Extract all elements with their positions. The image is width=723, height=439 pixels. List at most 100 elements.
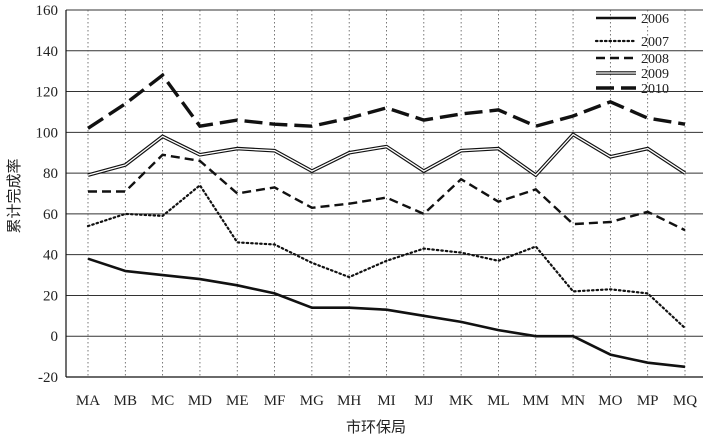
- data-point-2010-MF: [273, 123, 276, 126]
- data-point-2007-MF: [273, 243, 276, 246]
- data-point-2007-MP: [646, 292, 649, 295]
- data-point-2006-ME: [236, 284, 239, 287]
- data-point-2010-MJ: [422, 119, 425, 122]
- data-point-2009-MP: [646, 147, 649, 150]
- data-point-2008-MQ: [683, 229, 686, 232]
- data-point-2009-ME: [236, 147, 239, 150]
- series-line-2006: [87, 257, 686, 369]
- data-point-2010-MH: [348, 116, 351, 119]
- data-point-2006-MB: [124, 269, 127, 272]
- data-point-2008-MA: [86, 190, 89, 193]
- x-tick-label: MH: [337, 393, 361, 409]
- data-point-2007-MQ: [683, 326, 686, 329]
- data-point-2008-MM: [534, 188, 537, 191]
- data-point-2007-MA: [86, 225, 89, 228]
- data-point-2010-MK: [460, 112, 463, 115]
- data-point-2006-MN: [571, 335, 574, 338]
- data-point-2006-ML: [497, 329, 500, 332]
- y-tick-label: 80: [43, 166, 58, 182]
- data-point-2009-MH: [348, 151, 351, 154]
- data-point-2006-MQ: [683, 365, 686, 368]
- data-point-2009-MA: [86, 174, 89, 177]
- y-tick-label: 100: [36, 125, 59, 141]
- data-point-2007-ME: [236, 241, 239, 244]
- data-point-2009-MG: [310, 169, 313, 172]
- x-tick-label: MQ: [673, 393, 697, 409]
- data-point-2006-MI: [385, 308, 388, 311]
- x-tick-label: MM: [522, 393, 549, 409]
- data-point-2010-ME: [236, 119, 239, 122]
- x-tick-label: MJ: [414, 393, 433, 409]
- data-point-2010-ML: [497, 108, 500, 111]
- data-point-2009-MC: [161, 135, 164, 138]
- data-point-2006-MC: [161, 273, 164, 276]
- data-point-2008-MF: [273, 186, 276, 189]
- x-tick-label: ML: [487, 393, 510, 409]
- data-point-2008-MH: [348, 202, 351, 205]
- x-tick-label: ME: [226, 393, 249, 409]
- data-point-2010-MI: [385, 106, 388, 109]
- data-point-2009-MO: [609, 155, 612, 158]
- data-point-2007-MI: [385, 259, 388, 262]
- y-tick-label: 140: [36, 44, 59, 60]
- data-point-2006-MH: [348, 306, 351, 309]
- y-tick-label: 20: [43, 288, 58, 304]
- data-point-2008-MN: [571, 222, 574, 225]
- legend-label-2008: 2008: [641, 52, 669, 67]
- data-point-2009-MM: [534, 174, 537, 177]
- data-point-2010-MQ: [683, 123, 686, 126]
- data-point-2008-MC: [161, 153, 164, 156]
- x-tick-label: MF: [264, 393, 286, 409]
- data-point-2010-MC: [161, 74, 164, 77]
- data-point-2009-MI: [385, 145, 388, 148]
- data-point-2007-MM: [534, 245, 537, 248]
- x-tick-label: MC: [151, 393, 174, 409]
- x-tick-label: MK: [449, 393, 473, 409]
- x-axis-title: 市环保局: [346, 418, 406, 436]
- data-point-2009-MK: [460, 149, 463, 152]
- data-point-2007-MC: [161, 214, 164, 217]
- y-tick-label: 60: [43, 207, 58, 223]
- data-point-2007-MG: [310, 261, 313, 264]
- data-point-2006-MG: [310, 306, 313, 309]
- data-point-2007-MO: [609, 288, 612, 291]
- data-point-2010-MN: [571, 114, 574, 117]
- x-tick-label: MA: [76, 393, 100, 409]
- legend-label-2010: 2010: [641, 82, 669, 97]
- legend-label-2006: 2006: [641, 12, 669, 27]
- data-point-2008-MK: [460, 178, 463, 181]
- data-point-2006-MO: [609, 353, 612, 356]
- series-line-2009-inner: [87, 133, 686, 176]
- data-point-2006-MF: [273, 292, 276, 295]
- x-tick-label: MO: [598, 393, 622, 409]
- data-point-2007-MK: [460, 251, 463, 254]
- data-point-2007-MJ: [422, 247, 425, 250]
- x-tick-label: MD: [188, 393, 212, 409]
- data-point-2006-MP: [646, 361, 649, 364]
- y-tick-label: 40: [43, 248, 58, 264]
- data-point-2006-MD: [198, 278, 201, 281]
- data-point-2008-MI: [385, 196, 388, 199]
- data-point-2010-MO: [609, 100, 612, 103]
- x-tick-label: MB: [114, 393, 137, 409]
- data-point-2006-MJ: [422, 314, 425, 317]
- data-point-2007-MN: [571, 290, 574, 293]
- data-point-2007-MB: [124, 212, 127, 215]
- data-point-2010-MM: [534, 125, 537, 128]
- legend-label-2009: 2009: [641, 67, 669, 82]
- data-point-2006-MK: [460, 320, 463, 323]
- x-tick-label: MN: [561, 393, 585, 409]
- legend-label-2007: 2007: [641, 35, 669, 50]
- data-point-2006-MM: [534, 335, 537, 338]
- data-point-2010-MP: [646, 116, 649, 119]
- data-point-2008-MD: [198, 159, 201, 162]
- x-tick-label: MG: [300, 393, 324, 409]
- data-point-2007-ML: [497, 259, 500, 262]
- data-point-2008-MO: [609, 220, 612, 223]
- data-point-2010-MB: [124, 102, 127, 105]
- y-tick-label: -20: [38, 370, 58, 386]
- data-point-2009-MJ: [422, 169, 425, 172]
- series-line-2010: [87, 72, 686, 130]
